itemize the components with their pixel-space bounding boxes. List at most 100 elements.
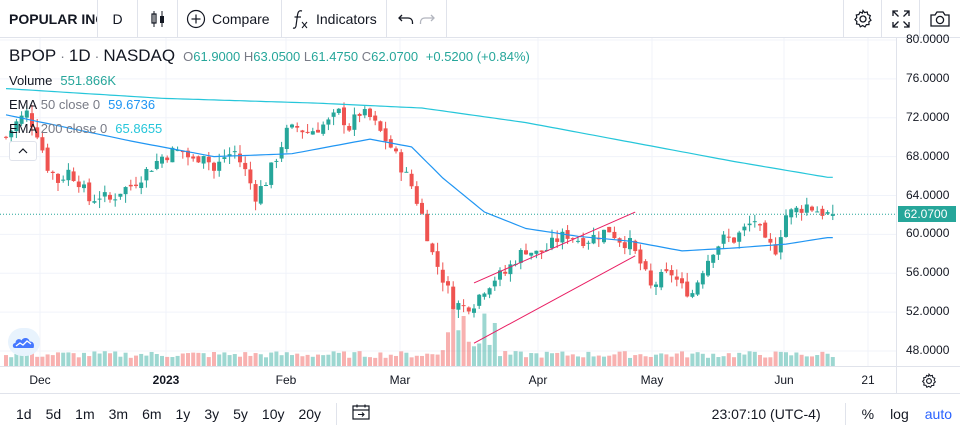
- volume-bar: [4, 355, 8, 366]
- price-tick-label: 52.0000: [906, 304, 950, 319]
- axis-settings-button[interactable]: [896, 367, 960, 394]
- candle-body: [799, 208, 804, 213]
- volume-bar: [30, 351, 34, 366]
- candle-body: [144, 169, 149, 181]
- volume-bar: [342, 351, 346, 366]
- legend-ema50-row[interactable]: EMA 50 close 0 59.6736: [9, 96, 156, 112]
- price-scale[interactable]: 80.0000 76.0000 72.0000 68.0000 64.0000 60.00…: [896, 32, 960, 366]
- candle-body: [461, 305, 466, 307]
- candle-body: [711, 254, 716, 263]
- candle-body: [456, 303, 461, 310]
- legend-ema200-row[interactable]: EMA 200 close 0 65.8655: [9, 120, 163, 136]
- volume-bar: [643, 356, 648, 366]
- volume-bar: [92, 351, 97, 366]
- candle-body: [680, 278, 684, 284]
- range-button-6m[interactable]: 6m: [142, 405, 162, 422]
- volume-bar: [290, 355, 294, 366]
- candle-body: [19, 115, 24, 124]
- price-chart[interactable]: [0, 38, 896, 366]
- candles-icon: [150, 10, 164, 27]
- candle-body: [274, 160, 279, 162]
- symbol-search-button[interactable]: POPULAR INC: [0, 0, 98, 37]
- snapshot-button[interactable]: [920, 0, 960, 37]
- time-tick-label: May: [640, 373, 664, 387]
- volume-bar: [420, 355, 424, 366]
- compare-button[interactable]: Compare: [178, 0, 282, 37]
- volume-bar: [264, 357, 268, 366]
- candle-body: [732, 237, 736, 243]
- legend-volume-row[interactable]: Volume 551.866K: [9, 72, 117, 88]
- candle-body: [607, 226, 612, 233]
- candle-body: [472, 308, 476, 313]
- interval-button[interactable]: D: [98, 0, 138, 37]
- volume-bar: [737, 352, 742, 366]
- legend-ticker[interactable]: BPOP: [9, 46, 57, 65]
- range-button-10y[interactable]: 10y: [261, 405, 285, 422]
- volume-bar: [773, 351, 778, 366]
- candle-body: [264, 185, 268, 187]
- volume-bar: [113, 351, 118, 366]
- volume-bar: [175, 355, 180, 366]
- settings-button[interactable]: [844, 0, 882, 37]
- range-button-5d[interactable]: 5d: [45, 405, 62, 422]
- volume-bar: [472, 346, 476, 366]
- volume-bar: [492, 322, 497, 366]
- volume-bar: [659, 353, 664, 366]
- time-tick-label: Dec: [29, 373, 51, 387]
- volume-bar: [622, 351, 627, 366]
- range-button-3y[interactable]: 3y: [204, 405, 220, 422]
- volume-bar: [378, 352, 383, 366]
- volume-bar: [238, 356, 242, 366]
- range-button-3m[interactable]: 3m: [108, 405, 129, 422]
- price-tick-label: 76.0000: [906, 70, 950, 85]
- candle-body: [352, 114, 357, 130]
- undo-icon[interactable]: [397, 12, 414, 26]
- volume-bar: [154, 354, 159, 366]
- range-button-20y[interactable]: 20y: [298, 405, 322, 422]
- volume-bar: [139, 353, 144, 366]
- candle-body: [165, 157, 170, 161]
- candle-body: [763, 222, 768, 238]
- fullscreen-button[interactable]: [882, 0, 920, 37]
- timezone-clock[interactable]: 23:07:10 (UTC-4): [711, 405, 821, 422]
- range-button-1y[interactable]: 1y: [175, 405, 191, 422]
- volume-bar: [524, 357, 528, 366]
- volume-bar: [742, 354, 747, 366]
- range-button-1m[interactable]: 1m: [75, 405, 95, 422]
- toolbar-spacer: [447, 0, 844, 37]
- percent-scale-toggle[interactable]: %: [861, 405, 875, 422]
- legend-close: 62.0700: [371, 48, 419, 64]
- volume-bar: [9, 357, 14, 366]
- volume-bar: [810, 356, 814, 366]
- goto-date-button[interactable]: [345, 404, 377, 423]
- price-tick-label: 80.0000: [906, 32, 950, 46]
- volume-bar: [648, 356, 653, 366]
- volume-bar: [721, 356, 726, 366]
- volume-bars: [4, 306, 835, 366]
- volume-bar: [128, 357, 133, 366]
- volume-bar: [555, 352, 560, 366]
- volume-bar: [180, 353, 185, 366]
- candle-body: [201, 156, 206, 164]
- volume-bar: [134, 355, 138, 366]
- candle-body: [186, 150, 190, 158]
- legend-collapse-button[interactable]: [9, 141, 37, 161]
- chart-style-button[interactable]: [138, 0, 178, 37]
- volume-bar: [253, 353, 258, 366]
- indicators-button[interactable]: Indicators: [282, 0, 387, 37]
- range-button-1d[interactable]: 1d: [16, 405, 32, 422]
- candle-body: [716, 246, 721, 255]
- volume-bar: [456, 330, 461, 366]
- ema-lines: [5, 88, 833, 252]
- candle-body: [404, 171, 409, 173]
- time-tick-label: 2023: [152, 373, 180, 387]
- redo-icon[interactable]: [419, 12, 436, 26]
- volume-bar: [97, 353, 102, 366]
- tradingview-logo[interactable]: [8, 328, 40, 356]
- log-scale-toggle[interactable]: log: [890, 405, 909, 422]
- candle-body: [435, 251, 440, 267]
- range-button-5y[interactable]: 5y: [233, 405, 248, 422]
- candle-body: [570, 238, 575, 240]
- time-axis[interactable]: Dec 2023 Feb Mar Apr May Jun 21: [0, 366, 960, 394]
- auto-scale-toggle[interactable]: auto: [924, 405, 952, 422]
